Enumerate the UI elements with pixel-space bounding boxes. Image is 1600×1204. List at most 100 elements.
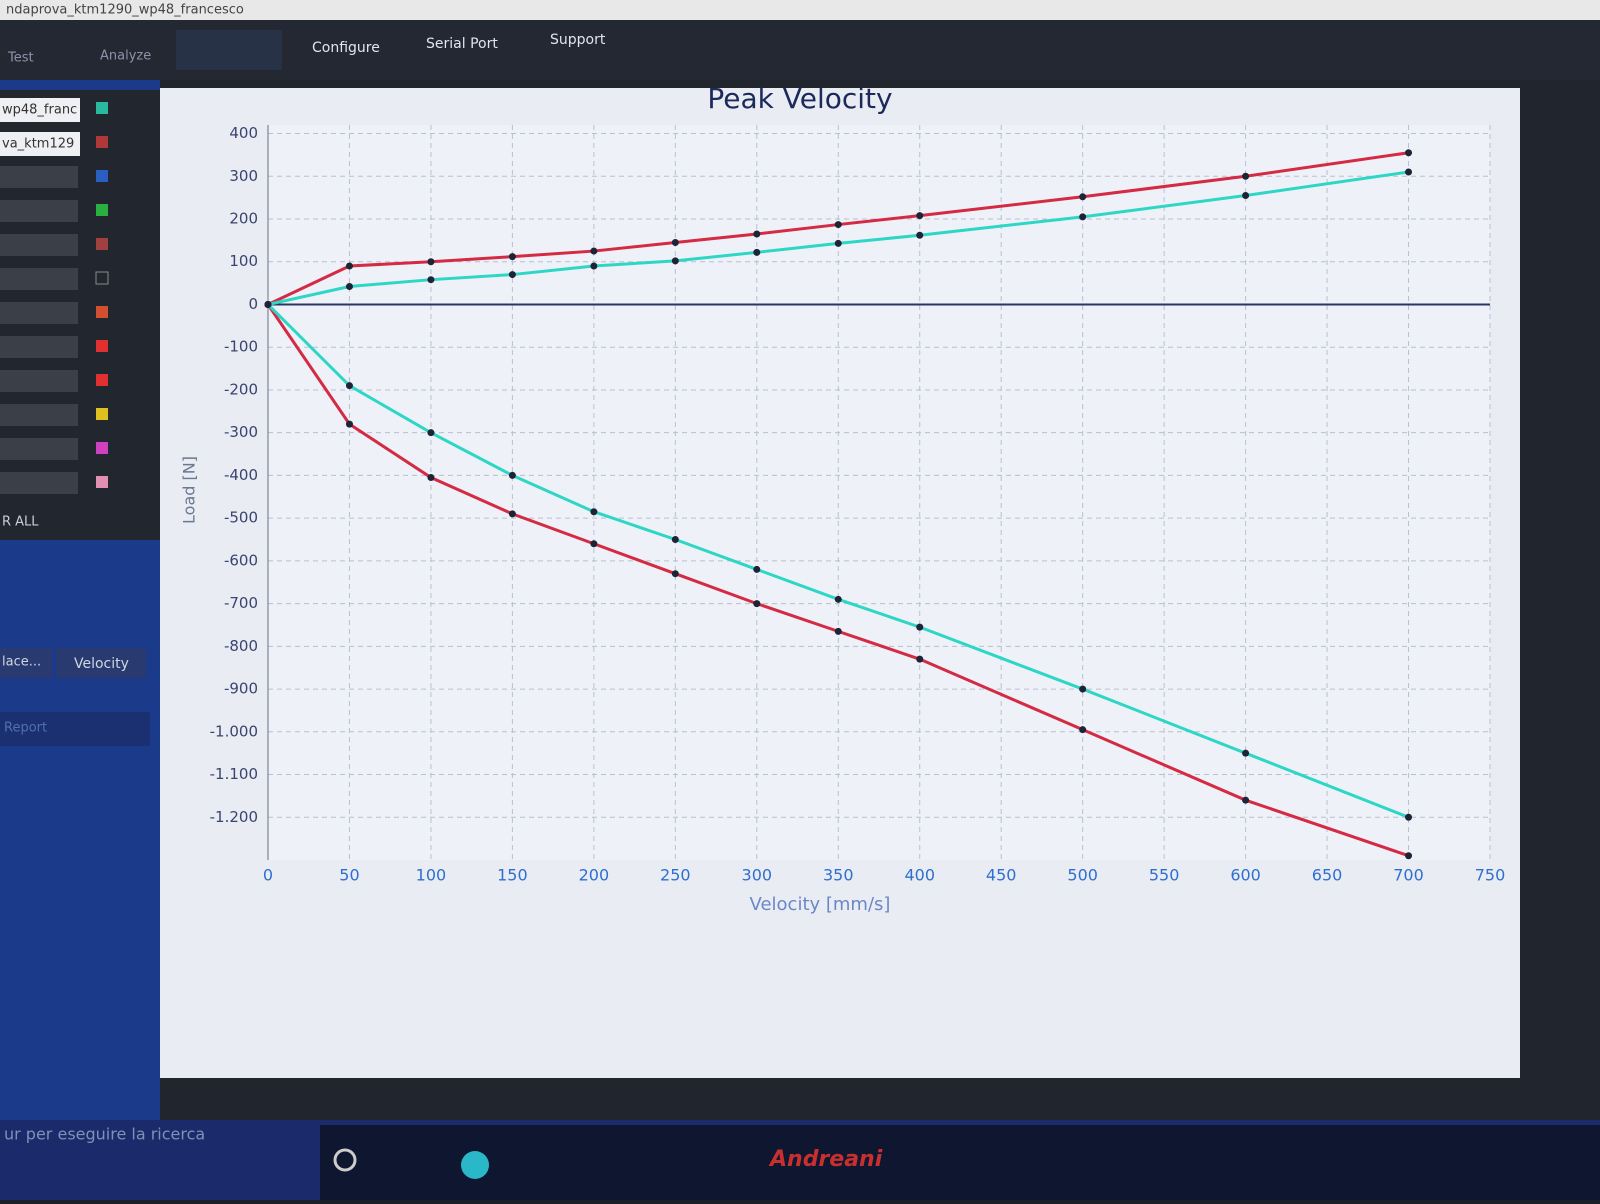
taskbar-icon[interactable] (333, 1148, 357, 1172)
y-tick-label: 0 (248, 295, 258, 313)
x-tick-label: 300 (742, 866, 773, 885)
y-tick-label: -1.000 (210, 722, 258, 740)
taskbar-icons (320, 1125, 1600, 1200)
button-label: Report (4, 721, 47, 736)
x-tick-label: 750 (1475, 866, 1506, 885)
y-tick-label: 400 (229, 124, 258, 142)
data-point (916, 231, 924, 239)
y-tick-label: -800 (224, 637, 258, 655)
report-button[interactable] (0, 712, 150, 746)
series-line (266, 303, 1410, 858)
data-point (834, 239, 842, 247)
file-name: va_ktm129 (2, 137, 74, 152)
x-tick-label: 100 (416, 866, 447, 885)
data-point (1079, 726, 1087, 734)
y-tick-label: 200 (229, 210, 258, 228)
data-point (590, 262, 598, 270)
x-tick-label: 700 (1393, 866, 1424, 885)
y-tick-label: -400 (224, 466, 258, 484)
file-color (96, 136, 108, 148)
x-tick-label: 350 (823, 866, 854, 885)
data-point (1242, 749, 1250, 757)
data-point (1242, 172, 1250, 180)
data-point (427, 474, 435, 482)
data-point (1079, 685, 1087, 693)
menu-item[interactable]: Support (550, 32, 606, 48)
data-point (345, 382, 353, 390)
title-bar (0, 0, 1600, 20)
file-entry[interactable] (0, 132, 80, 156)
data-point (671, 536, 679, 544)
file-entry[interactable] (0, 98, 80, 122)
chart-title: Peak Velocity (707, 82, 892, 115)
data-point (753, 565, 761, 573)
data-point (671, 239, 679, 247)
file-color (96, 102, 108, 114)
y-axis-title: Load [N] (180, 456, 199, 524)
y-tick-label: -500 (224, 509, 258, 527)
y-tick-label: 300 (229, 167, 258, 185)
y-tick-label: -700 (224, 594, 258, 612)
data-point (1242, 192, 1250, 200)
data-point (1405, 168, 1413, 176)
menu-tab[interactable] (176, 30, 282, 70)
data-point (834, 221, 842, 229)
series-line (267, 151, 1409, 306)
y-tick-label: -1.200 (210, 808, 258, 826)
data-point (345, 283, 353, 291)
search-box[interactable]: ur per eseguire la ricerca (4, 1125, 205, 1144)
menu-item[interactable]: Analyze (100, 49, 151, 64)
data-point (1079, 213, 1087, 221)
x-tick-label: 500 (1067, 866, 1098, 885)
data-point (508, 271, 516, 279)
data-point (427, 258, 435, 266)
x-tick-label: 150 (497, 866, 528, 885)
empty-slots (0, 166, 109, 494)
series-line (266, 303, 1410, 819)
data-point (264, 300, 272, 308)
data-point (345, 420, 353, 428)
data-point (671, 570, 679, 578)
x-tick-label: 600 (1230, 866, 1261, 885)
data-point (834, 627, 842, 635)
plot-area (268, 125, 1490, 860)
data-point (1405, 149, 1413, 157)
file-name: wp48_franc (2, 103, 77, 118)
data-point (916, 655, 924, 663)
button[interactable] (0, 648, 52, 678)
menu-item[interactable]: Configure (312, 40, 380, 56)
x-tick-label: 0 (263, 866, 273, 885)
y-tick-label: 100 (229, 252, 258, 270)
x-axis-title: Velocity [mm/s] (750, 894, 891, 915)
x-tick-label: 400 (904, 866, 935, 885)
data-point (590, 508, 598, 516)
data-point (1405, 852, 1413, 860)
clear-all-button[interactable]: R ALL (2, 515, 39, 530)
button[interactable] (56, 648, 146, 678)
data-point (508, 510, 516, 518)
y-tick-label: -100 (224, 338, 258, 356)
data-point (427, 276, 435, 284)
data-point (345, 262, 353, 270)
y-tick-label: -600 (224, 551, 258, 569)
data-point (1405, 813, 1413, 821)
x-tick-label: 250 (660, 866, 691, 885)
taskbar-icon[interactable] (461, 1151, 489, 1179)
x-tick-label: 50 (339, 866, 359, 885)
data-point (590, 540, 598, 548)
x-tick-label: 650 (1312, 866, 1343, 885)
data-point (671, 257, 679, 265)
x-tick-label: 450 (986, 866, 1017, 885)
y-tick-label: -900 (224, 680, 258, 698)
x-tick-label: 550 (1149, 866, 1180, 885)
data-point (1242, 796, 1250, 804)
button-label: Velocity (74, 656, 129, 672)
data-point (753, 230, 761, 238)
data-point (508, 253, 516, 261)
menu-item[interactable]: Serial Port (426, 36, 498, 52)
menu-item[interactable]: Test (7, 51, 34, 66)
data-point (916, 623, 924, 631)
data-point (834, 595, 842, 603)
